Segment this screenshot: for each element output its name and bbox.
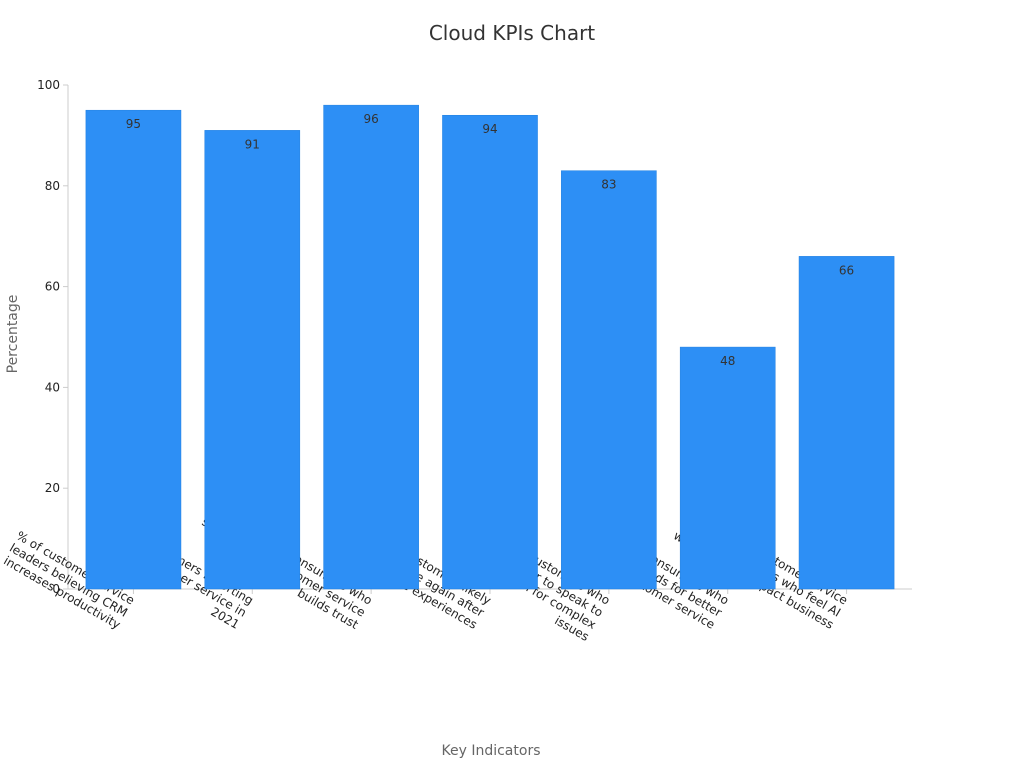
y-tick-label: 80 xyxy=(45,179,60,193)
y-tick-label: 40 xyxy=(45,380,60,394)
data-label: 66 xyxy=(839,263,854,277)
bars xyxy=(85,104,895,590)
data-label: 94 xyxy=(482,122,497,136)
data-label: 91 xyxy=(245,137,260,151)
data-label: 96 xyxy=(364,112,379,126)
bar[interactable] xyxy=(679,346,776,590)
data-label: 83 xyxy=(601,178,616,192)
y-tick-label: 60 xyxy=(45,280,60,294)
data-label: 48 xyxy=(720,354,735,368)
bar[interactable] xyxy=(204,130,301,590)
bar[interactable] xyxy=(85,109,182,590)
bar[interactable] xyxy=(323,104,419,590)
y-tick-label: 0 xyxy=(52,582,60,596)
chart-title: Cloud KPIs Chart xyxy=(429,21,595,45)
bar[interactable] xyxy=(561,170,657,590)
y-axis-label: Percentage xyxy=(5,295,21,374)
y-tick-label: 100 xyxy=(37,78,60,92)
data-label: 95 xyxy=(126,117,141,131)
x-axis-label: Key Indicators xyxy=(442,743,541,759)
data-labels: 95 91 96 94 83 48 66 xyxy=(126,112,854,368)
bar[interactable] xyxy=(442,114,538,590)
bar[interactable] xyxy=(798,256,895,590)
y-axis: 0 20 40 60 80 100 xyxy=(37,78,69,596)
y-tick-label: 20 xyxy=(45,481,60,495)
